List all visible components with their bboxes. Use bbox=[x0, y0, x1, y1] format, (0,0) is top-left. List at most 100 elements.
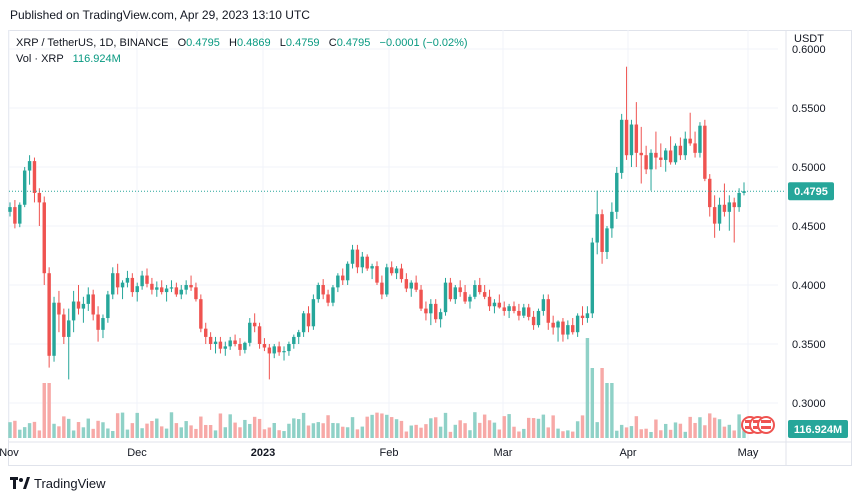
volume-bar bbox=[492, 422, 497, 438]
candle-body bbox=[663, 150, 668, 160]
flag-stripe bbox=[761, 420, 771, 423]
candle-body bbox=[238, 344, 242, 350]
candle-body bbox=[551, 322, 555, 328]
volume-bar bbox=[321, 423, 325, 438]
legend-row-ohlc: XRP / TetherUS, 1D, BINANCE O0.4795 H0.4… bbox=[16, 35, 468, 51]
volume-bar bbox=[67, 418, 71, 438]
currency-label: USDT bbox=[794, 33, 824, 45]
volume-bar bbox=[615, 430, 619, 438]
candle-body bbox=[350, 249, 355, 264]
volume-bar bbox=[272, 422, 276, 438]
candle-body bbox=[370, 266, 374, 269]
candle-body bbox=[546, 299, 550, 323]
volume-bar bbox=[267, 427, 272, 438]
volume-bar bbox=[228, 414, 232, 438]
volume-bar bbox=[22, 427, 27, 438]
symbol-label[interactable]: XRP / TetherUS, 1D, BINANCE bbox=[16, 37, 169, 49]
candle-body bbox=[409, 282, 413, 289]
volume-bar bbox=[649, 431, 653, 438]
volume-bar bbox=[683, 431, 687, 438]
volume-bar bbox=[164, 428, 169, 438]
candle-body bbox=[331, 287, 335, 303]
volume-bar bbox=[150, 420, 154, 438]
candle-body bbox=[52, 302, 56, 356]
candle-body bbox=[590, 242, 595, 314]
volume-bar bbox=[531, 418, 536, 438]
volume-bar bbox=[556, 428, 560, 438]
price-tick-label: 0.3000 bbox=[792, 398, 826, 410]
volume-bar bbox=[414, 424, 418, 438]
volume-bar bbox=[727, 424, 732, 438]
volume-bar bbox=[257, 418, 262, 438]
volume-bar bbox=[487, 420, 492, 438]
volume-bar bbox=[316, 422, 320, 438]
brand-name: TradingView bbox=[34, 475, 106, 491]
volume-bar bbox=[663, 423, 668, 438]
volume-bar bbox=[32, 421, 37, 438]
candle-body bbox=[125, 277, 130, 283]
volume-bar bbox=[629, 426, 634, 438]
candle-body bbox=[380, 282, 384, 295]
volume-bar bbox=[120, 412, 125, 438]
candle-body bbox=[321, 285, 325, 295]
last-price-tag-label: 0.4795 bbox=[794, 186, 828, 198]
volume-bar bbox=[71, 430, 76, 438]
volume-bar bbox=[522, 428, 526, 438]
candle-body bbox=[71, 301, 76, 321]
open-label: O bbox=[177, 37, 187, 49]
volume-bar bbox=[566, 430, 570, 438]
candle-body bbox=[438, 312, 443, 320]
candle-body bbox=[111, 273, 115, 295]
candle-body bbox=[164, 288, 169, 293]
volume-bar bbox=[600, 368, 604, 438]
volume-bar bbox=[463, 423, 467, 438]
candle-body bbox=[13, 207, 17, 224]
time-tick-label: Nov bbox=[0, 447, 19, 459]
candle-body bbox=[155, 287, 159, 290]
tradingview-brand[interactable]: TradingView bbox=[10, 472, 106, 494]
candle-body bbox=[174, 287, 179, 295]
candle-body bbox=[169, 287, 174, 289]
candle-body bbox=[434, 303, 438, 320]
volume-bar bbox=[194, 428, 198, 438]
candle-body bbox=[301, 313, 306, 333]
volume-bar bbox=[155, 418, 159, 438]
candle-body bbox=[135, 286, 139, 293]
candle-body bbox=[683, 138, 687, 156]
grid-lines bbox=[8, 30, 778, 440]
volume-bar bbox=[292, 418, 296, 438]
candle-body bbox=[531, 316, 536, 326]
candle-body bbox=[228, 340, 232, 347]
price-tick-label: 0.6000 bbox=[792, 44, 826, 56]
candle-body bbox=[96, 314, 100, 330]
candle-body bbox=[394, 268, 399, 274]
volume-bar bbox=[345, 427, 350, 438]
volume-bar bbox=[546, 427, 550, 438]
volume-bar bbox=[482, 414, 487, 438]
candle-body bbox=[654, 152, 658, 158]
volume-bar bbox=[96, 420, 100, 438]
volume-bar bbox=[644, 428, 648, 438]
volume-bar bbox=[306, 425, 311, 438]
volume-bar bbox=[419, 427, 423, 438]
volume-bar bbox=[712, 417, 717, 438]
candle-body bbox=[600, 214, 604, 252]
volume-bar bbox=[282, 431, 286, 438]
volume-bar bbox=[438, 426, 443, 438]
volume-bar bbox=[233, 422, 237, 438]
volume-bar bbox=[693, 422, 697, 438]
volume-bar bbox=[106, 428, 110, 438]
volume-bar bbox=[365, 416, 369, 438]
volume-bar bbox=[115, 413, 120, 438]
candle-body bbox=[336, 275, 340, 288]
candle-body bbox=[18, 204, 22, 224]
candle-body bbox=[233, 340, 237, 344]
candle-body bbox=[375, 266, 379, 283]
price-tick-label: 0.4000 bbox=[792, 280, 826, 292]
volume-bar bbox=[101, 422, 105, 438]
candle-body bbox=[189, 285, 193, 288]
volume-bar bbox=[287, 423, 291, 438]
volume-bar bbox=[179, 427, 183, 438]
candle-body bbox=[429, 303, 433, 314]
